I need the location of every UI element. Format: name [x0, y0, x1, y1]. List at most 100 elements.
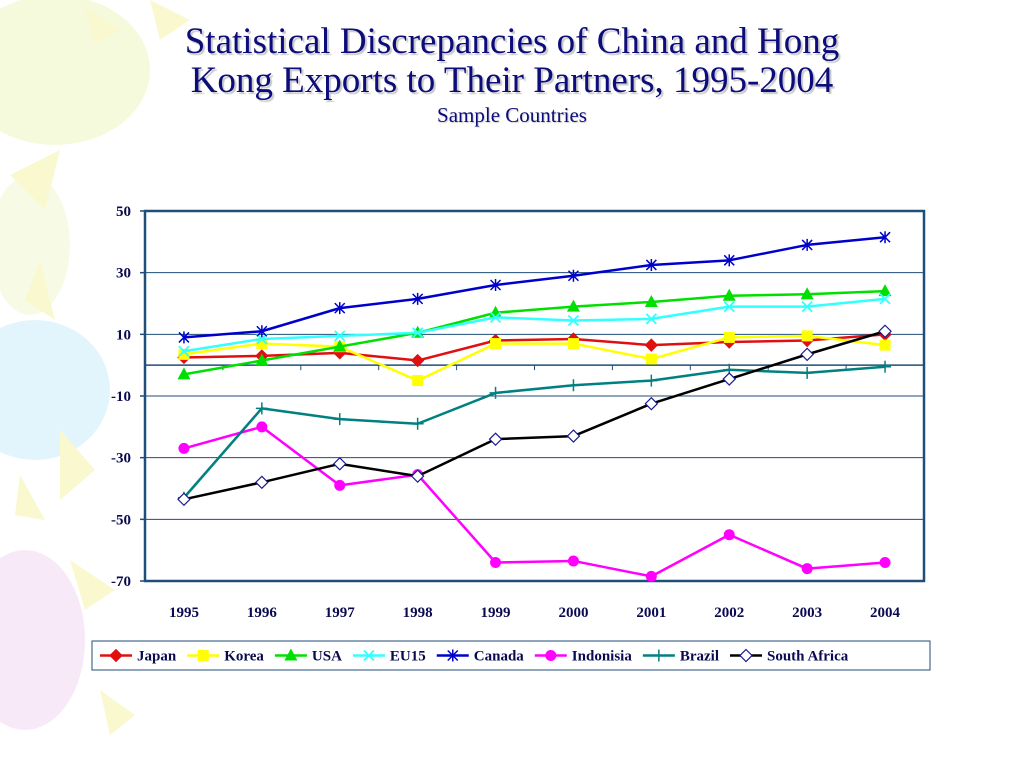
chart-title-line-2: Kong Exports to Their Partners, 1995-200…: [190, 60, 834, 101]
legend-swatch-marker: [652, 649, 665, 662]
legend-label: Korea: [224, 649, 264, 665]
data-point-brazil: [567, 379, 580, 392]
legend-swatch-marker: [109, 648, 123, 663]
legend-swatch-marker: [363, 649, 375, 662]
data-point-eu15: [879, 293, 891, 305]
legend-item-eu15: EU15: [352, 649, 426, 665]
data-point-canada: [645, 258, 657, 271]
legend: Japan Korea USA EU15 Canada Indonisia Brazil So…: [91, 640, 931, 671]
data-point-indonisia: [334, 479, 346, 491]
data-point-korea: [178, 348, 190, 360]
legend-swatch-marker: [197, 650, 209, 661]
series-line-canada: [183, 235, 886, 339]
legend-item-indonisia: Indonisia: [534, 649, 633, 665]
x-tick-label: 1997: [325, 605, 356, 621]
data-point-south-africa: [878, 324, 892, 339]
series-line-brazil: [183, 365, 886, 499]
data-point-korea: [567, 338, 579, 350]
legend-label: Japan: [137, 649, 177, 665]
data-point-eu15: [801, 300, 813, 313]
data-point-indonisia: [723, 529, 735, 541]
data-point-eu15: [567, 314, 580, 327]
legend-swatch-marker: [284, 648, 298, 661]
legend-label: Brazil: [680, 649, 719, 665]
data-point-eu15: [723, 300, 735, 313]
x-tick-label: 1999: [481, 605, 511, 621]
data-point-korea: [256, 338, 268, 350]
data-point-canada: [879, 231, 891, 244]
data-point-canada: [801, 238, 813, 251]
axes: 50 30 10 -10 -30 -50 -70 1995 1996 1997 1998 1999 20…: [111, 204, 925, 621]
data-point-indonisia: [801, 563, 813, 575]
data-point-south-africa: [800, 347, 814, 362]
legend-item-usa: USA: [274, 648, 342, 665]
data-point-indonisia: [567, 555, 579, 567]
series-canada: [178, 231, 891, 344]
legend-item-canada: Canada: [436, 649, 524, 665]
x-tick-label: 2002: [714, 605, 744, 621]
y-tick-label: 50: [116, 204, 131, 220]
legend-label: EU15: [390, 649, 426, 665]
data-point-canada: [256, 325, 268, 338]
series-layer: [177, 231, 892, 582]
chart-subtitle: Sample Countries: [437, 103, 587, 127]
legend-item-brazil: Brazil: [642, 649, 719, 665]
data-point-usa: [566, 299, 580, 312]
data-point-eu15: [489, 311, 502, 324]
data-point-korea: [723, 331, 735, 343]
data-point-canada: [334, 302, 346, 315]
y-tick-label: 30: [116, 266, 131, 282]
data-point-brazil: [645, 374, 658, 387]
series-line-indonisia: [183, 425, 886, 578]
x-tick-label: 2003: [792, 605, 822, 621]
data-point-south-africa: [488, 432, 503, 447]
data-point-korea: [412, 375, 424, 387]
data-point-usa: [255, 353, 269, 366]
data-point-canada: [178, 331, 190, 344]
data-point-south-africa: [722, 372, 737, 386]
data-point-canada: [567, 269, 579, 282]
data-point-eu15: [412, 327, 424, 339]
chart-title-line-1: Statistical Discrepancies of China and H…: [184, 21, 840, 62]
data-point-brazil: [489, 386, 502, 399]
data-point-indonisia: [178, 442, 190, 454]
data-point-canada: [723, 254, 735, 267]
data-point-indonisia: [490, 557, 502, 568]
data-point-usa: [333, 339, 347, 352]
x-tick-label: 2004: [870, 605, 901, 621]
data-point-japan: [644, 338, 659, 352]
series-line-usa: [183, 289, 886, 376]
data-point-korea: [879, 339, 891, 351]
series-usa: [177, 284, 892, 380]
data-point-canada: [412, 292, 424, 305]
series-line-south-africa: [183, 330, 886, 501]
data-point-south-africa: [410, 469, 425, 484]
data-point-south-africa: [566, 429, 581, 443]
legend-swatch-marker: [739, 648, 753, 663]
x-tick-label: 1995: [169, 605, 199, 621]
data-point-brazil: [879, 360, 892, 373]
data-point-japan: [410, 353, 425, 368]
legend-label: USA: [312, 649, 342, 665]
x-tick-label: 1998: [403, 605, 433, 621]
data-point-canada: [490, 279, 502, 291]
legend-label: Indonisia: [572, 649, 633, 665]
data-point-south-africa: [177, 492, 191, 507]
series-south-africa: [177, 324, 892, 507]
y-tick-label: -70: [111, 574, 131, 590]
data-point-brazil: [333, 413, 346, 426]
x-tick-label: 2001: [636, 605, 666, 621]
legend-swatch-marker: [447, 649, 459, 662]
legend-item-korea: Korea: [187, 649, 264, 665]
title-block: Statistical Discrepancies of China and H…: [0, 22, 1024, 130]
series-line-eu15: [183, 297, 886, 353]
data-point-eu15: [645, 313, 657, 325]
x-tick-label: 2000: [558, 605, 588, 621]
y-tick-label: -10: [111, 389, 131, 405]
data-point-indonisia: [879, 557, 891, 568]
data-point-usa: [177, 367, 191, 380]
data-point-indonisia: [256, 421, 268, 433]
legend-item-south-africa: South Africa: [730, 649, 849, 665]
data-point-south-africa: [644, 396, 659, 411]
y-tick-label: -30: [111, 451, 131, 467]
